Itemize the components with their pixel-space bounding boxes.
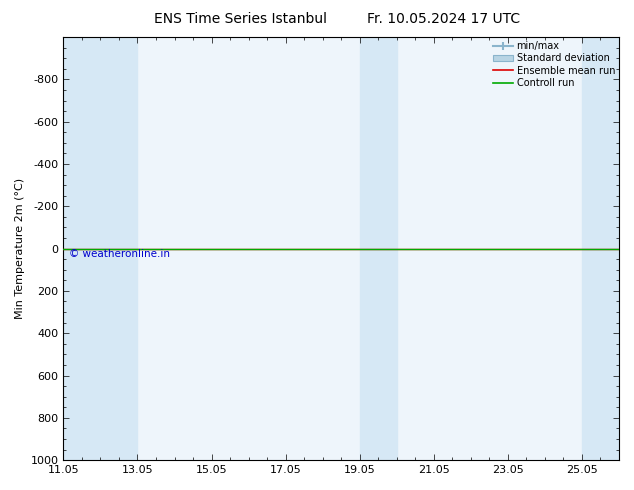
Text: ENS Time Series Istanbul: ENS Time Series Istanbul (155, 12, 327, 26)
Bar (63, 37, 138, 460)
Legend: min/max, Standard deviation, Ensemble mean run, Controll run: min/max, Standard deviation, Ensemble me… (491, 39, 617, 90)
Bar (359, 37, 397, 460)
Y-axis label: Min Temperature 2m (°C): Min Temperature 2m (°C) (15, 178, 25, 319)
Text: © weatheronline.in: © weatheronline.in (69, 249, 170, 259)
Text: Fr. 10.05.2024 17 UTC: Fr. 10.05.2024 17 UTC (367, 12, 521, 26)
Bar (582, 37, 619, 460)
